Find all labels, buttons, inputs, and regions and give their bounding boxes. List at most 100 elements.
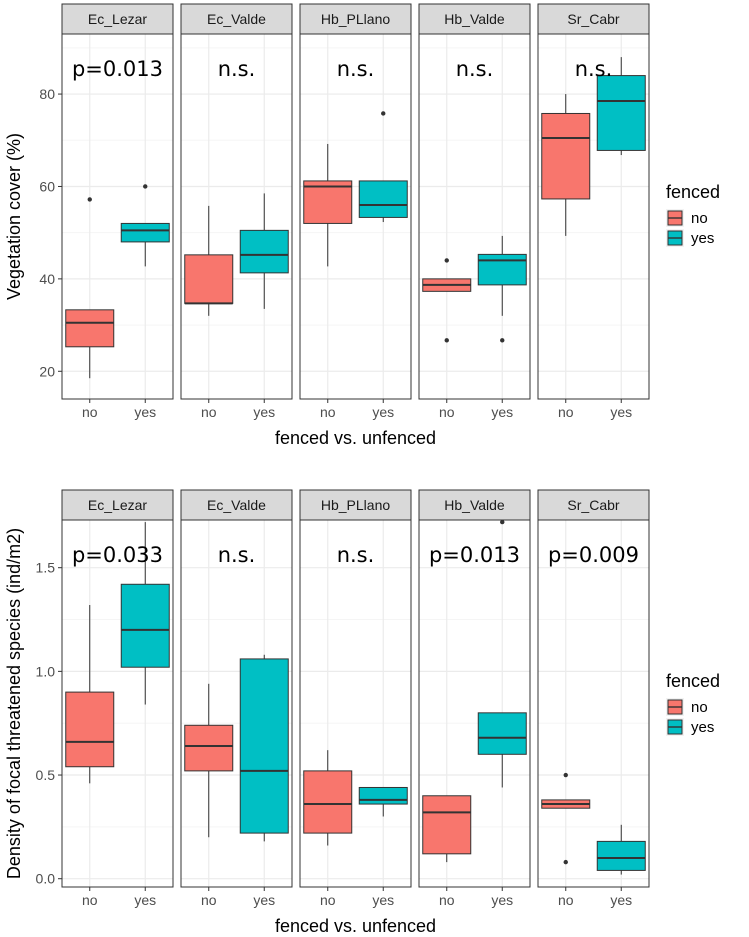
box-yes	[477, 235, 527, 343]
facet-ec-lezar: Ec_Lezar p=0.033 no yes	[61, 489, 174, 908]
panel-border	[537, 519, 650, 888]
facet-strip	[180, 3, 293, 35]
outlier-point	[381, 111, 386, 116]
facet-strip	[299, 3, 412, 35]
box-no	[541, 772, 591, 865]
y-axis-title: Vegetation cover (%)	[4, 133, 24, 300]
box-iqr	[184, 724, 234, 772]
box-yes	[120, 184, 170, 267]
box-no	[541, 94, 591, 236]
x-axis-title: fenced vs. unfenced	[275, 428, 436, 448]
legend-label: no	[691, 699, 708, 716]
y-tick-label: 60	[39, 178, 55, 194]
facet-strip	[180, 489, 293, 521]
significance-label: n.s.	[456, 57, 494, 81]
x-tick-label: no	[201, 404, 217, 420]
panel-border	[418, 519, 531, 888]
legend: fenced no yes	[666, 671, 720, 736]
facet-hb-pllano: Hb_PLlano n.s. no yes	[299, 489, 412, 908]
x-tick-label: yes	[491, 892, 513, 908]
panel-border	[61, 519, 174, 888]
panel-border	[299, 519, 412, 888]
panel-background	[181, 34, 292, 399]
box-iqr	[477, 712, 527, 755]
significance-label: n.s.	[337, 57, 375, 81]
facet-strip	[537, 489, 650, 521]
outlier-point	[500, 338, 505, 343]
x-tick-label: no	[320, 892, 336, 908]
box-iqr	[358, 180, 408, 218]
box-no	[184, 683, 234, 838]
facet-label: Hb_PLlano	[321, 497, 390, 513]
box-no	[422, 795, 472, 863]
box-iqr	[239, 229, 289, 274]
x-tick-label: yes	[610, 404, 632, 420]
facet-label: Ec_Lezar	[88, 11, 147, 27]
facet-hb-valde: Hb_Valde n.s. no yes	[418, 3, 531, 420]
box-yes	[596, 57, 646, 156]
box-iqr	[477, 253, 527, 286]
box-iqr	[358, 786, 408, 805]
legend-label: yes	[691, 719, 714, 736]
box-yes	[477, 519, 527, 788]
box-iqr	[422, 795, 472, 855]
facet-strip	[418, 3, 531, 35]
legend-key-yes: yes	[666, 229, 714, 247]
box-iqr	[120, 222, 170, 243]
box-iqr	[65, 309, 115, 348]
box-no	[65, 605, 115, 784]
outlier-point	[444, 258, 449, 263]
facet-hb-valde: Hb_Valde p=0.013 no yes	[418, 489, 531, 908]
x-tick-label: no	[439, 892, 455, 908]
box-yes	[358, 786, 408, 817]
legend-key-yes: yes	[666, 718, 714, 736]
x-tick-label: no	[558, 404, 574, 420]
x-tick-label: yes	[134, 892, 156, 908]
box-iqr	[65, 691, 115, 768]
box-yes	[358, 111, 408, 223]
x-tick-label: yes	[253, 892, 275, 908]
facet-strip	[61, 3, 174, 35]
x-tick-label: no	[439, 404, 455, 420]
box-iqr	[239, 658, 289, 834]
x-tick-label: yes	[134, 404, 156, 420]
facet-label: Ec_Valde	[207, 497, 266, 513]
significance-label: n.s.	[218, 57, 256, 81]
panel-background	[538, 520, 649, 887]
box-no	[184, 205, 234, 316]
box-no	[303, 143, 353, 267]
y-tick-label: 1.5	[36, 560, 56, 576]
x-tick-label: no	[558, 892, 574, 908]
panel-border	[299, 33, 412, 400]
x-tick-label: no	[320, 404, 336, 420]
facet-strip	[61, 489, 174, 521]
legend-title: fenced	[666, 182, 720, 202]
x-tick-label: yes	[610, 892, 632, 908]
facet-hb-pllano: Hb_PLlano n.s. no yes	[299, 3, 412, 420]
box-no	[422, 258, 472, 343]
legend: fenced no yes	[666, 182, 720, 247]
significance-label: p=0.013	[72, 57, 163, 81]
facet-label: Ec_Lezar	[88, 497, 147, 513]
panel-background	[419, 34, 530, 399]
outlier-point	[563, 859, 568, 865]
box-iqr	[184, 254, 234, 304]
legend-key-no: no	[666, 698, 708, 716]
outlier-point	[563, 772, 568, 778]
x-axis-title: fenced vs. unfenced	[275, 916, 436, 936]
panel-border	[61, 33, 174, 400]
box-no	[65, 197, 115, 379]
y-tick-label: 0.0	[36, 871, 56, 887]
facet-ec-lezar: Ec_Lezar p=0.013 no yes	[61, 3, 174, 420]
facet-ec-valde: Ec_Valde n.s. no yes	[180, 489, 293, 908]
panel-border	[180, 33, 293, 400]
box-iqr	[596, 75, 646, 151]
facet-ec-valde: Ec_Valde n.s. no yes	[180, 3, 293, 420]
outlier-point	[143, 184, 148, 189]
facet-strip	[299, 489, 412, 521]
facet-label: Sr_Cabr	[567, 11, 619, 27]
outlier-point	[87, 197, 92, 202]
box-iqr	[303, 180, 353, 224]
y-tick-label: 0.5	[36, 767, 56, 783]
